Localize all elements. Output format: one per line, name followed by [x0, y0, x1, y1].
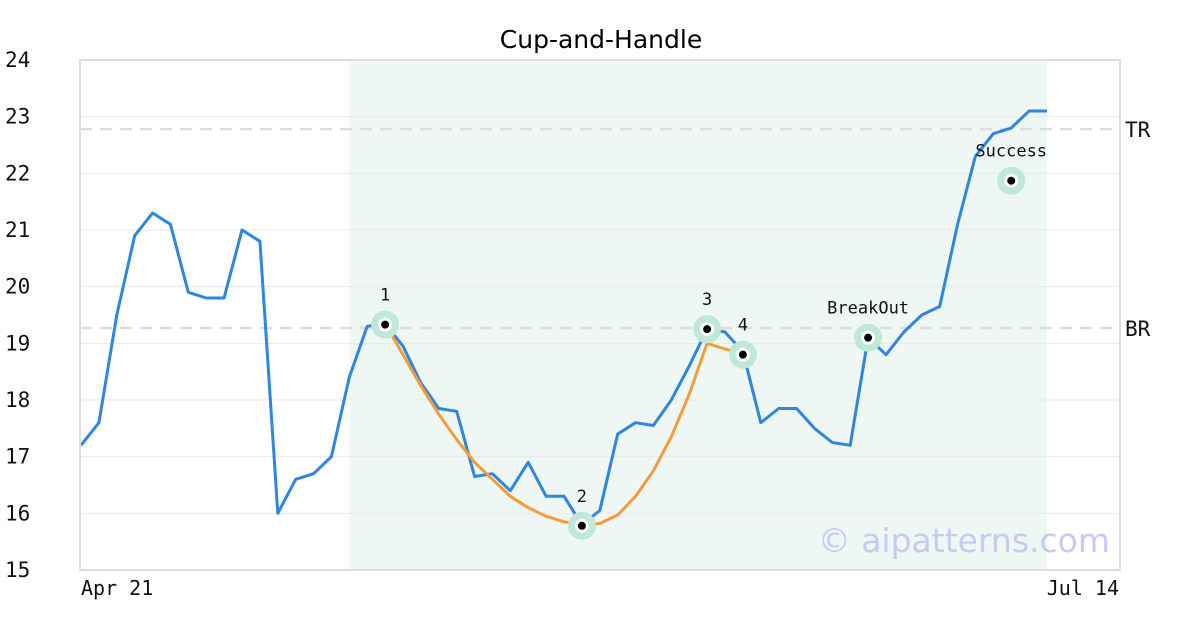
y-tick-label: 17 [5, 445, 30, 469]
price-line [79, 109, 1047, 527]
watermark: © aipatterns.com [818, 521, 1110, 560]
gridlines [80, 116, 1120, 514]
x-tick-end: Jul 14 [1047, 576, 1119, 600]
y-tick-label: 21 [5, 218, 30, 242]
point-marker [703, 325, 712, 334]
point-label: 4 [738, 316, 748, 336]
y-tick-label: 23 [5, 105, 30, 129]
x-tick-start: Apr 21 [81, 576, 153, 600]
y-tick-label: 20 [5, 275, 30, 299]
y-tick-label: 24 [5, 48, 30, 72]
y-tick-label: 18 [5, 388, 30, 412]
point-marker [864, 333, 873, 342]
point-marker [381, 320, 390, 329]
point-label: Success [975, 142, 1047, 162]
point-label: 2 [577, 487, 587, 507]
y-axis: 15 16 17 18 19 20 21 22 23 24 [5, 48, 30, 582]
point-marker [738, 350, 747, 359]
point-marker [1007, 176, 1016, 185]
point-label: 1 [380, 286, 390, 306]
level-lines: TR BR [80, 118, 1151, 341]
y-tick-label: 16 [5, 501, 30, 525]
cup-fit-line [383, 322, 744, 527]
chart-title: Cup-and-Handle [500, 25, 702, 54]
point-marker [577, 521, 586, 530]
plot-highlight [349, 60, 1047, 570]
series-layer [79, 109, 1047, 527]
point-label: BreakOut [827, 299, 909, 319]
level-label: BR [1125, 317, 1151, 341]
y-tick-label: 19 [5, 331, 30, 355]
plot-frame [79, 59, 1121, 571]
level-label: TR [1125, 118, 1151, 142]
point-markers: 1 2 3 4 BreakOut Success [371, 142, 1047, 540]
point-label: 3 [702, 290, 712, 310]
y-tick-label: 15 [5, 558, 30, 582]
y-tick-label: 22 [5, 161, 30, 185]
